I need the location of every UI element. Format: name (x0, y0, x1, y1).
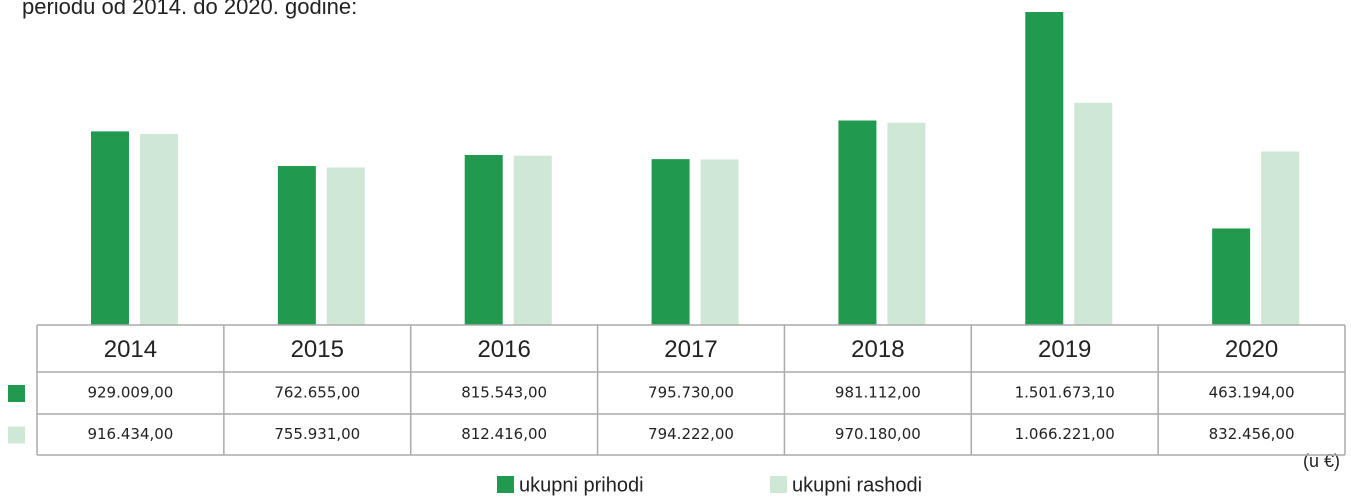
value-label: 794.222,00 (648, 425, 734, 443)
bar (277, 166, 316, 325)
unit-note: (u €) (1303, 451, 1340, 471)
legend-label: ukupni prihodi (519, 474, 644, 496)
legend-swatch (497, 476, 514, 493)
x-tick-label: 2017 (664, 336, 717, 363)
value-label: 916.434,00 (87, 425, 173, 443)
value-label: 795.730,00 (648, 384, 734, 402)
value-label: 815.543,00 (461, 384, 547, 402)
value-label: 1.066.221,00 (1015, 425, 1115, 443)
bar (700, 159, 739, 325)
value-label: 1.501.673,10 (1015, 384, 1115, 402)
x-tick-label: 2020 (1225, 336, 1278, 363)
x-tick-label: 2018 (851, 336, 904, 363)
legend-label: ukupni rashodi (792, 474, 922, 496)
bar (513, 155, 552, 325)
value-label: 463.194,00 (1209, 384, 1295, 402)
value-label: 812.416,00 (461, 425, 547, 443)
x-tick-label: 2019 (1038, 336, 1091, 363)
bar (1025, 12, 1064, 325)
bar (887, 122, 926, 325)
bar (651, 159, 690, 325)
chart-title: periodu od 2014. do 2020. godine: (22, 0, 357, 19)
legend-swatch (770, 476, 787, 493)
x-tick-label: 2014 (104, 336, 157, 363)
bar (140, 133, 178, 325)
value-label: 755.931,00 (274, 425, 360, 443)
bar (1212, 228, 1251, 325)
x-tick-label: 2015 (291, 336, 344, 363)
bar (326, 167, 365, 325)
bar (464, 155, 503, 325)
x-tick-label: 2016 (477, 336, 530, 363)
bar (1261, 151, 1300, 325)
value-label: 762.655,00 (274, 384, 360, 402)
value-label: 981.112,00 (835, 384, 921, 402)
value-label: 929.009,00 (87, 384, 173, 402)
value-label: 970.180,00 (835, 425, 921, 443)
bar (838, 120, 877, 326)
row-marker (8, 385, 25, 402)
bar (91, 131, 129, 325)
bar (1074, 102, 1113, 326)
row-marker (8, 426, 25, 444)
value-label: 832.456,00 (1209, 425, 1295, 443)
